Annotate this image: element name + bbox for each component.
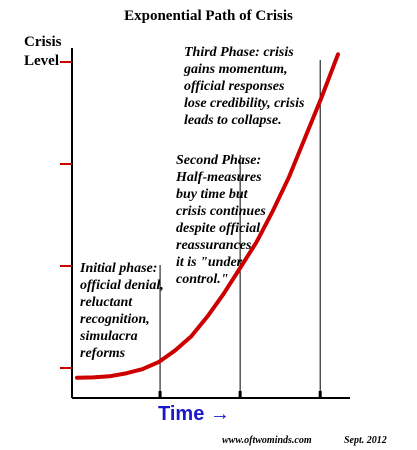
- crisis-curve: [75, 52, 340, 380]
- phase-third-label: Third Phase: crisis gains momentum, offi…: [184, 45, 305, 128]
- footer-date: Sept. 2012: [344, 435, 387, 446]
- curve-layer: [75, 52, 340, 380]
- phase-initial-label: Initial phase: official denial, reluctan…: [80, 261, 164, 361]
- phase-second-label: Second Phase: Half-measures buy time but…: [176, 153, 266, 287]
- phase-dividers: [158, 60, 322, 398]
- footer-site: www.oftwominds.com: [222, 435, 312, 446]
- chart-title: Exponential Path of Crisis: [124, 8, 293, 24]
- axes: [60, 48, 350, 399]
- y-axis-label: Crisis Level: [24, 34, 62, 69]
- x-axis-label: Time →: [158, 403, 230, 425]
